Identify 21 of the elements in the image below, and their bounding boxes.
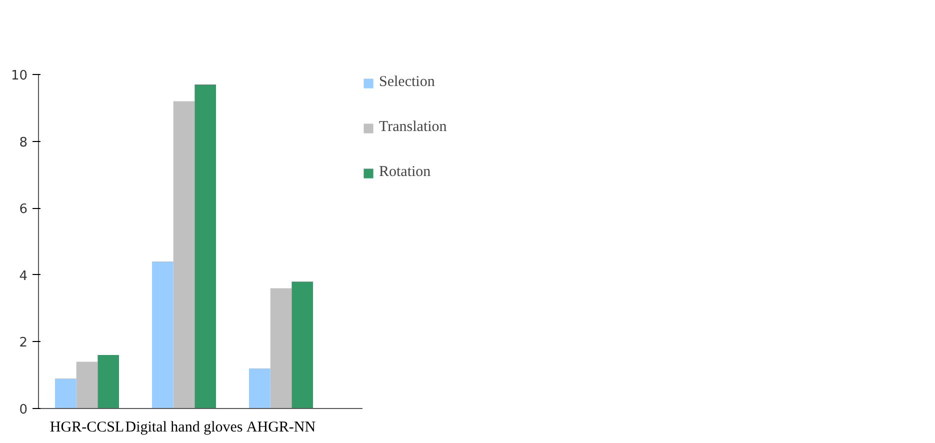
y-tick-label: 4 <box>19 268 28 284</box>
bar <box>76 362 98 408</box>
y-tick-label: 0 <box>19 402 28 418</box>
x-tick-label: Digital hand gloves <box>125 420 243 436</box>
legend-label: Selection <box>379 74 435 91</box>
bar <box>173 101 195 408</box>
bar <box>194 84 216 408</box>
bar <box>249 368 270 408</box>
bar <box>98 355 120 408</box>
x-tick-label: AHGR-NN <box>246 420 316 436</box>
bar <box>152 262 174 408</box>
x-tick-label: HGR-CCSL <box>50 420 124 436</box>
y-tick-label: 8 <box>19 135 28 150</box>
y-tick-label: 10 <box>10 68 28 84</box>
bar <box>292 282 314 408</box>
legend-label: Translation <box>379 119 447 136</box>
legend-label: Rotation <box>379 164 431 181</box>
y-tick-label: 2 <box>19 336 28 351</box>
bar <box>270 288 292 408</box>
y-tick-label: 6 <box>19 202 28 218</box>
bar <box>54 378 76 408</box>
